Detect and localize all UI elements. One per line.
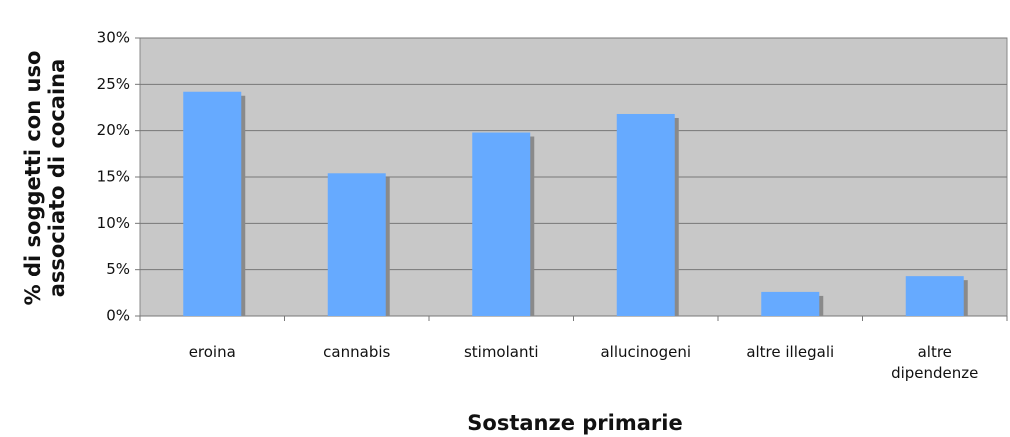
bar	[472, 132, 531, 316]
y-tick-label: 0%	[106, 307, 130, 325]
x-tick-label: cannabis	[323, 343, 391, 361]
x-tick-label: allucinogeni	[600, 343, 692, 361]
y-tick-label: 15%	[97, 168, 130, 186]
y-tick-label: 30%	[97, 29, 130, 47]
y-tick-label: 20%	[97, 121, 130, 139]
y-axis-title-line: associato di cocaina	[45, 59, 69, 298]
x-tick-label: eroina	[188, 343, 236, 361]
x-axis-title: Sostanze primarie	[467, 411, 682, 435]
bar	[183, 91, 242, 316]
x-tick-label: altre illegali	[746, 343, 835, 361]
bar	[327, 173, 386, 316]
x-tick-label: stimolanti	[463, 343, 539, 361]
y-axis-title-line: % di soggetti con uso	[21, 51, 45, 306]
y-tick-label: 10%	[97, 214, 130, 232]
x-tick-label: altre dipendenze	[891, 343, 979, 382]
y-axis-title: % di soggetti con uso associato di cocai…	[21, 51, 69, 306]
bar	[761, 291, 820, 316]
bar	[616, 113, 675, 316]
y-tick-label: 25%	[97, 75, 130, 93]
bar	[905, 276, 964, 316]
y-tick-label: 5%	[106, 260, 130, 278]
